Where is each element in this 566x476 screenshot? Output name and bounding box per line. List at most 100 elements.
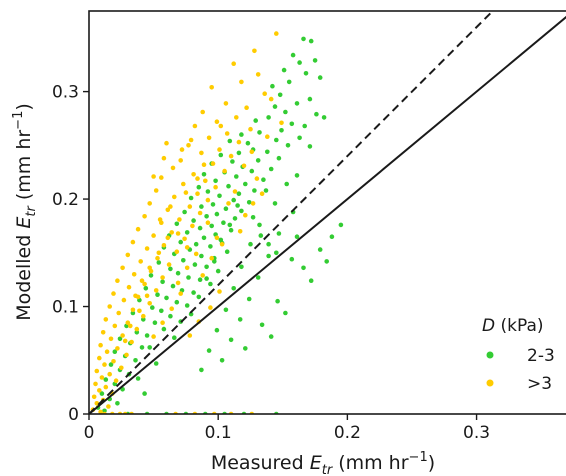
data-point-gt3: [131, 272, 137, 277]
data-point-2-3: [272, 201, 278, 206]
data-point-gt3: [203, 178, 208, 184]
data-point-gt3: [107, 371, 112, 377]
data-point-gt3: [126, 284, 132, 290]
data-point-gt3: [97, 355, 102, 361]
data-point-2-3: [196, 184, 202, 190]
data-point-gt3: [124, 352, 129, 358]
data-point-2-3: [237, 317, 243, 322]
data-point-2-3: [223, 206, 229, 211]
data-point-gt3: [98, 409, 103, 414]
data-point-gt3: [153, 188, 159, 193]
x-tick-label: 0: [84, 423, 95, 443]
data-point-2-3: [294, 173, 300, 178]
data-point-gt3: [139, 278, 145, 284]
data-point-2-3: [168, 313, 173, 319]
data-point-gt3: [169, 230, 174, 235]
data-point-gt3: [187, 204, 193, 209]
data-point-gt3: [155, 255, 160, 261]
data-point-2-3: [209, 223, 214, 229]
x-tick-label: 0.3: [463, 423, 490, 443]
data-point-gt3: [165, 235, 171, 241]
data-point-2-3: [223, 307, 229, 313]
data-point-2-3: [117, 336, 123, 342]
data-point-gt3: [214, 119, 220, 124]
data-point-gt3: [241, 163, 247, 169]
data-point-2-3: [228, 337, 234, 343]
one-to-one-line: [89, 15, 566, 414]
data-point-2-3: [199, 204, 204, 209]
data-point-2-3: [217, 193, 222, 199]
data-point-2-3: [181, 258, 186, 263]
y-tick-label: 0.1: [52, 298, 79, 318]
data-point-gt3: [178, 291, 183, 296]
data-point-gt3: [128, 323, 133, 329]
data-point-gt3: [252, 48, 257, 54]
data-point-2-3: [246, 296, 252, 302]
data-point-gt3: [151, 233, 156, 238]
data-point-2-3: [139, 345, 145, 350]
data-point-gt3: [265, 134, 270, 139]
data-point-gt3: [174, 249, 180, 254]
data-point-2-3: [279, 128, 284, 133]
data-point-2-3: [234, 174, 239, 179]
data-point-2-3: [170, 283, 176, 289]
data-point-2-3: [152, 320, 158, 326]
data-point-2-3: [161, 326, 167, 332]
data-point-2-3: [227, 138, 233, 144]
dashed-fit-line: [89, 11, 494, 414]
data-point-2-3: [245, 140, 251, 146]
data-point-2-3: [160, 279, 165, 285]
data-point-2-3: [197, 225, 203, 231]
data-point-2-3: [192, 262, 198, 267]
data-point-2-3: [294, 101, 300, 106]
data-point-gt3: [228, 153, 234, 159]
data-point-2-3: [204, 264, 209, 270]
data-point-gt3: [175, 231, 181, 236]
data-point-gt3: [191, 172, 196, 177]
data-point-gt3: [205, 197, 211, 203]
data-point-gt3: [161, 155, 167, 161]
data-point-gt3: [169, 306, 174, 312]
data-point-2-3: [338, 222, 344, 228]
data-point-2-3: [153, 361, 159, 366]
legend-marker-2-3: [486, 351, 494, 359]
data-point-2-3: [141, 317, 146, 322]
data-point-gt3: [192, 123, 198, 129]
data-point-gt3: [186, 143, 191, 148]
data-point-2-3: [302, 123, 308, 129]
data-point-2-3: [243, 346, 248, 351]
data-point-gt3: [142, 214, 147, 219]
series-gt3: [90, 31, 284, 414]
data-point-2-3: [285, 143, 291, 148]
data-point-2-3: [206, 348, 212, 353]
data-point-gt3: [223, 101, 229, 106]
data-point-gt3: [222, 168, 227, 174]
data-point-gt3: [142, 281, 147, 287]
data-point-gt3: [141, 313, 146, 319]
data-point-2-3: [249, 168, 255, 174]
data-point-gt3: [160, 275, 165, 280]
data-point-2-3: [324, 259, 330, 264]
data-point-2-3: [150, 305, 155, 310]
data-point-gt3: [147, 301, 152, 306]
data-point-2-3: [266, 241, 271, 247]
data-point-gt3: [209, 85, 214, 90]
data-point-2-3: [301, 265, 306, 271]
data-point-gt3: [111, 359, 116, 364]
data-point-gt3: [188, 137, 194, 143]
y-tick-label: 0.3: [52, 83, 79, 103]
data-point-gt3: [151, 334, 156, 339]
data-point-2-3: [218, 152, 224, 158]
data-point-gt3: [217, 289, 222, 294]
data-point-gt3: [224, 131, 230, 136]
data-point-2-3: [219, 358, 225, 363]
data-point-gt3: [205, 220, 211, 225]
data-point-gt3: [208, 305, 213, 310]
data-point-gt3: [151, 174, 156, 179]
data-point-gt3: [153, 288, 159, 293]
y-tick-label: 0: [68, 405, 79, 425]
data-point-gt3: [119, 365, 124, 371]
data-point-2-3: [294, 234, 300, 239]
data-point-2-3: [174, 221, 180, 227]
